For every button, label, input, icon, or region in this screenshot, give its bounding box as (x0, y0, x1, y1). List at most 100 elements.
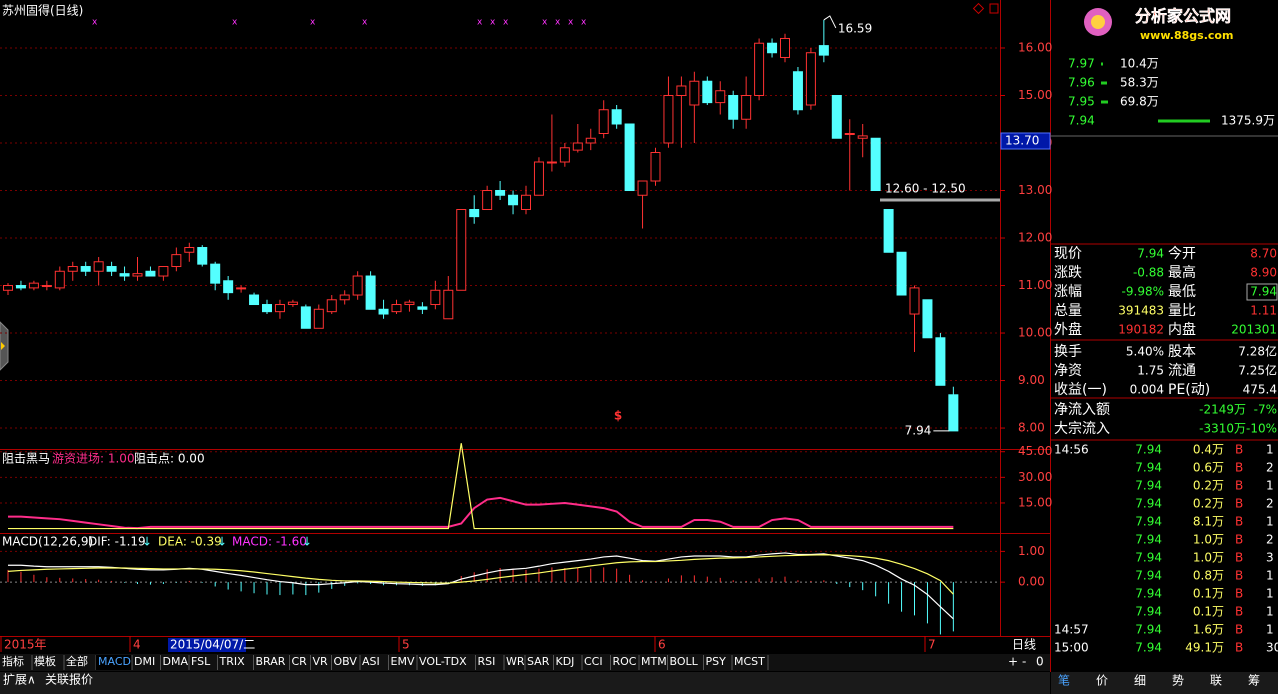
candle-body (236, 287, 247, 290)
zoom-button[interactable]: + (1008, 655, 1018, 669)
bottom-tab[interactable]: 势 (1172, 674, 1184, 688)
low-label: 7.94 (905, 423, 932, 437)
high-label: 16.59 (838, 21, 872, 35)
icon[interactable] (972, 2, 985, 15)
candle-body (533, 161, 544, 196)
tab[interactable]: ROC (613, 655, 637, 668)
tick-price: 7.94 (1135, 587, 1162, 601)
mark: x (503, 18, 509, 28)
book-price: 7.96 (1068, 76, 1095, 90)
bottom-tab[interactable]: 筹 (1248, 674, 1260, 688)
tick-count: 1 (1266, 443, 1274, 457)
tab[interactable]: KDJ (556, 655, 575, 668)
tab[interactable]: RSI (478, 655, 496, 668)
bottom-tab[interactable]: 价 (1096, 674, 1108, 688)
tick-price: 7.94 (1135, 461, 1162, 475)
bottom-tab[interactable]: 笔 (1058, 673, 1070, 688)
tick-volume: 1.0万 (1193, 533, 1224, 547)
tab[interactable]: CR (292, 655, 308, 668)
tab[interactable]: VR (313, 655, 329, 668)
mark: x (555, 18, 561, 28)
tab[interactable]: DMI (134, 655, 155, 668)
footer-tab[interactable]: 扩展∧ (3, 673, 36, 687)
tick-volume: 0.1万 (1193, 605, 1224, 619)
tick-volume: 8.1万 (1193, 515, 1224, 529)
tab[interactable]: WR (506, 655, 525, 668)
tab[interactable]: BRAR (256, 655, 286, 668)
tab[interactable]: 指标 (2, 654, 24, 668)
quote-label: 今开 (1168, 246, 1196, 262)
tick-side: B (1235, 497, 1243, 511)
tab[interactable]: 模板 (34, 654, 56, 668)
tab[interactable]: SAR (527, 655, 550, 668)
tab[interactable]: PSY (706, 655, 727, 668)
tab[interactable]: 全部 (66, 654, 88, 668)
tick-volume: 0.2万 (1193, 479, 1224, 493)
y-tick-label: 30.00 (1018, 470, 1052, 484)
tab-active (96, 655, 132, 670)
tab[interactable]: EMV (391, 655, 415, 668)
tab[interactable]: TRIX (219, 655, 246, 668)
tick-price: 7.94 (1135, 569, 1162, 583)
side-arrow (1, 342, 5, 350)
book-volume: 10.4万 (1120, 57, 1159, 71)
candle-body (689, 80, 700, 106)
zoom-button[interactable]: 0 (1036, 655, 1044, 669)
candle-body (792, 71, 803, 111)
tab[interactable]: CCI (584, 655, 603, 668)
icon[interactable] (989, 3, 999, 14)
leader (823, 15, 837, 29)
candle-body (378, 308, 389, 315)
flow-label: 大宗流入 (1054, 421, 1110, 437)
date-label: 2015年 (4, 638, 47, 652)
footer-tab[interactable]: 关联报价 (45, 672, 93, 687)
candle-body (326, 299, 337, 313)
date-label: 6 (658, 638, 666, 652)
tab[interactable]: MTM (641, 655, 667, 668)
candle-body (223, 280, 234, 294)
candle-body (391, 304, 402, 313)
candle-body (430, 289, 441, 306)
tick-volume: 1.0万 (1193, 551, 1224, 565)
candle-body (365, 275, 376, 310)
chart-title: 苏州固得(日线) (2, 3, 83, 18)
arrow: ↓ (217, 535, 227, 549)
signal: $ (614, 409, 622, 423)
tab[interactable]: MCST (734, 655, 765, 668)
tab[interactable]: BOLL (670, 655, 699, 668)
quote-label: 换手 (1054, 343, 1082, 360)
candle-body (883, 209, 894, 253)
tick-count: 1 (1266, 623, 1274, 637)
candle-body (896, 251, 907, 296)
y-tick-label: 16.00 (1018, 40, 1052, 54)
candle-body (417, 306, 428, 310)
y-tick-label: 11.00 (1018, 278, 1052, 292)
candle-body (818, 45, 829, 56)
tab[interactable]: DMA (163, 655, 189, 668)
candle-body (158, 266, 169, 277)
tab[interactable]: VOL-TDX (419, 655, 467, 668)
tick-price: 7.94 (1135, 623, 1162, 637)
bottom-tab[interactable]: 细 (1134, 674, 1146, 688)
zoom-button[interactable]: - (1022, 655, 1026, 669)
tab[interactable]: OBV (334, 655, 358, 668)
tick-price: 7.94 (1135, 443, 1162, 457)
candle-body (508, 194, 519, 206)
cursor-box (1000, 132, 1051, 150)
tab[interactable]: FSL (191, 655, 211, 668)
candle-body (663, 94, 674, 144)
tick-count: 30 (1266, 641, 1278, 655)
tick-side: B (1235, 551, 1243, 565)
bottom-tab[interactable]: 联 (1210, 674, 1222, 688)
tick-side: B (1235, 443, 1243, 457)
tab[interactable]: ASI (362, 655, 380, 668)
candle-body (546, 161, 557, 164)
book-volume: 58.3万 (1120, 76, 1159, 90)
tab[interactable]: MACD (98, 655, 131, 668)
flow-value: -2149万 (1199, 403, 1246, 417)
candle-body (28, 282, 39, 289)
mark: x (232, 18, 238, 28)
mark: x (490, 18, 496, 28)
tick-price: 7.94 (1135, 515, 1162, 529)
candle-body (844, 132, 855, 135)
